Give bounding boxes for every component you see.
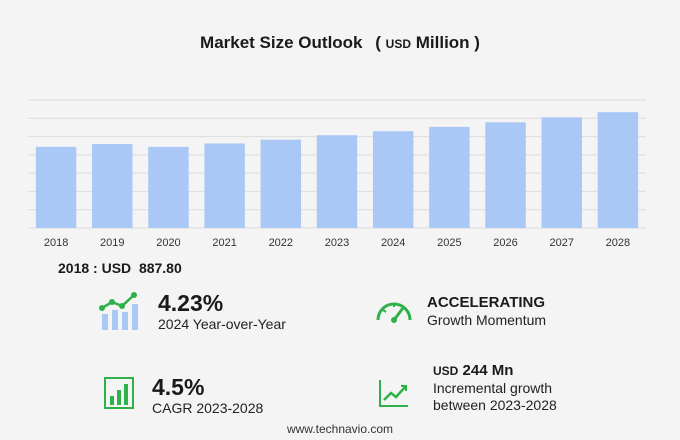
x-tick-label: 2025: [437, 237, 461, 249]
bar-growth-icon: [99, 292, 138, 330]
yoy-card: 4.23% 2024 Year-over-Year: [158, 290, 286, 333]
speedometer-icon: [376, 302, 412, 323]
momentum-value: ACCELERATING: [427, 294, 546, 311]
incremental-label-line1: Incremental growth: [433, 380, 553, 396]
bar-2024: [372, 131, 414, 228]
bar-2018: [35, 146, 77, 228]
base-year-value: 2018 : USD 887.80: [58, 260, 182, 276]
incremental-value: USD 244 Mn: [433, 362, 514, 379]
x-tick-label: 2021: [212, 237, 236, 249]
yoy-value: 4.23%: [158, 290, 224, 316]
bar-2020: [148, 146, 189, 228]
bar-2028: [597, 112, 639, 228]
bar-2027: [541, 117, 582, 228]
bar-2023: [316, 135, 358, 228]
cagr-card: 4.5% CAGR 2023-2028: [152, 374, 263, 417]
x-tick-label: 2028: [606, 237, 630, 249]
chart-title: Market Size Outlook: [200, 33, 363, 52]
x-tick-label: 2027: [549, 237, 573, 249]
x-tick-label: 2022: [269, 237, 293, 249]
cagr-value: 4.5%: [152, 374, 205, 400]
bar-2022: [260, 139, 302, 228]
chart-title-row: Market Size Outlook ( USD Million ): [0, 33, 680, 53]
incremental-label-line2: between 2023-2028: [433, 397, 557, 413]
x-tick-label: 2018: [44, 237, 68, 249]
bar-2021: [204, 143, 245, 228]
incremental-card: USD 244 Mn Incremental growth between 20…: [433, 362, 557, 414]
momentum-label: Growth Momentum: [427, 312, 547, 328]
footer-source: www.technavio.com: [286, 422, 394, 436]
bar-2025: [429, 126, 470, 228]
x-tick-label: 2020: [156, 237, 180, 249]
yoy-label: 2024 Year-over-Year: [158, 316, 286, 332]
bar-2026: [485, 122, 526, 228]
trend-line-icon: [379, 380, 408, 407]
bar-2019: [92, 144, 133, 228]
x-tick-label: 2024: [381, 237, 405, 249]
x-tick-label: 2026: [493, 237, 517, 249]
momentum-card: ACCELERATING Growth Momentum: [427, 294, 546, 329]
chart-unit: ( USD Million ): [375, 33, 480, 52]
x-tick-label: 2023: [325, 237, 349, 249]
cagr-label: CAGR 2023-2028: [152, 400, 264, 416]
bar-chart-icon: [104, 377, 134, 409]
x-tick-label: 2019: [100, 237, 124, 249]
bar-chart: 2018 2019 2020 2021 2022 2023 2024 2025 2026 2027…: [28, 99, 646, 249]
